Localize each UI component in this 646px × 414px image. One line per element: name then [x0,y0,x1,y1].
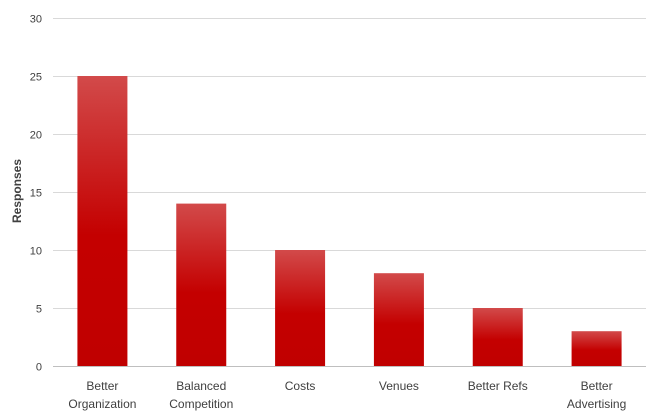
grid-layer [53,18,646,367]
y-tick-label: 20 [30,130,42,142]
y-axis-ticks: 0 5 10 15 20 25 30 [30,14,42,374]
bar [571,331,622,366]
x-tick-label: Better Refs [468,379,528,393]
bar [77,76,128,366]
y-tick-label: 5 [36,304,42,316]
x-tick-label: Balanced Competition [169,379,233,411]
y-tick-label: 30 [30,14,42,26]
bar [176,203,227,366]
bar [373,273,424,366]
y-axis-title: Responses [10,159,24,223]
y-tick-label: 15 [30,188,42,200]
bar [275,250,326,366]
x-tick-label: Better Advertising [567,379,626,411]
bar-layer [77,76,622,366]
x-tick-label: Costs [285,379,316,393]
bar [472,308,523,366]
y-tick-label: 25 [30,72,42,84]
x-axis-labels: Better Organization Balanced Competition Cos… [68,379,626,411]
x-tick-label: Venues [379,379,419,393]
x-tick-label: Better Organization [68,379,136,411]
y-tick-label: 0 [36,362,42,374]
y-tick-label: 10 [30,246,42,258]
